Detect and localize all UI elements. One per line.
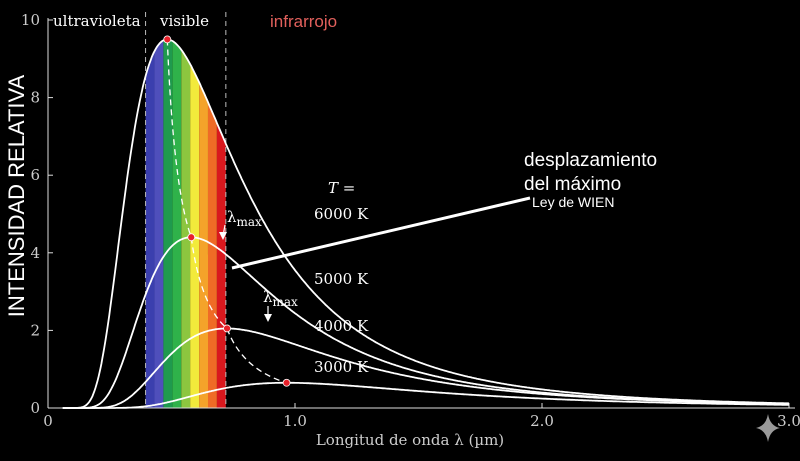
peak-marker-6000	[163, 35, 172, 44]
visible-spectrum-band	[145, 39, 226, 409]
y-ticks: 0 2 4 6 8 10	[21, 11, 53, 417]
series-curves	[62, 38, 790, 409]
region-label-infrarrojo: infrarrojo	[270, 12, 337, 31]
y-tick-label: 0	[30, 399, 40, 417]
wien-text-line2: del máximo	[524, 174, 621, 195]
lambda-max-label: λmax	[263, 288, 298, 309]
peak-marker-4000	[223, 324, 231, 333]
axes	[47, 18, 795, 409]
region-label-visible: visible	[159, 12, 209, 30]
spectrum-band-1	[154, 40, 164, 408]
x-tick-label: 3.0	[777, 412, 800, 430]
lambda-max-arrowhead	[219, 232, 227, 240]
spectrum-band-8	[216, 122, 226, 408]
y-tick-label: 4	[30, 244, 40, 262]
spectrum-band-4	[181, 49, 191, 408]
x-tick-label: 1.0	[283, 412, 307, 430]
y-tick-label: 2	[30, 321, 40, 339]
series-line-3000	[62, 381, 790, 409]
series-line-6000	[62, 38, 790, 409]
wien-text-line1: desplazamiento	[524, 150, 657, 171]
spectrum-band-2	[163, 39, 173, 408]
lambda-max-annotation-4000: λmax	[263, 288, 298, 322]
y-axis-label: INTENSIDAD RELATIVA	[4, 74, 29, 317]
sparkle-icon	[756, 414, 780, 442]
x-axis-label: Longitud de onda λ (µm)	[316, 431, 504, 449]
peak-marker-3000	[282, 378, 291, 387]
lambda-max-annotation-5000: λmax	[219, 208, 262, 240]
series-label-4000: 4000 K	[314, 317, 369, 335]
wien-pointer-line	[231, 196, 531, 270]
temperature-label: T =	[328, 179, 355, 197]
peak-marker-5000	[187, 233, 196, 242]
region-label-ultravioleta: ultravioleta	[53, 12, 141, 30]
x-tick-label: 0	[43, 412, 53, 430]
y-tick-label: 6	[30, 166, 40, 184]
x-ticks: 0 1.0 2.0 3.0	[43, 403, 800, 430]
y-tick-label: 10	[21, 11, 40, 29]
wien-law-label: Ley de WIEN	[532, 194, 614, 210]
lambda-max-label: λmax	[227, 208, 262, 229]
lambda-max-arrowhead	[264, 314, 272, 322]
spectrum-band-0	[145, 51, 155, 408]
series-line-4000	[62, 327, 789, 409]
peak-markers	[163, 35, 291, 387]
spectrum-band-3	[172, 40, 182, 408]
series-labels: 6000 K 5000 K 4000 K 3000 K	[314, 205, 369, 376]
series-label-6000: 6000 K	[314, 205, 369, 223]
series-label-5000: 5000 K	[314, 270, 369, 288]
y-tick-label: 8	[30, 89, 40, 107]
x-tick-label: 2.0	[530, 412, 554, 430]
series-label-3000: 3000 K	[314, 358, 369, 376]
spectrum-band-7	[208, 102, 217, 408]
wien-displacement-path	[166, 39, 287, 384]
spectrum-band-6	[199, 82, 209, 409]
